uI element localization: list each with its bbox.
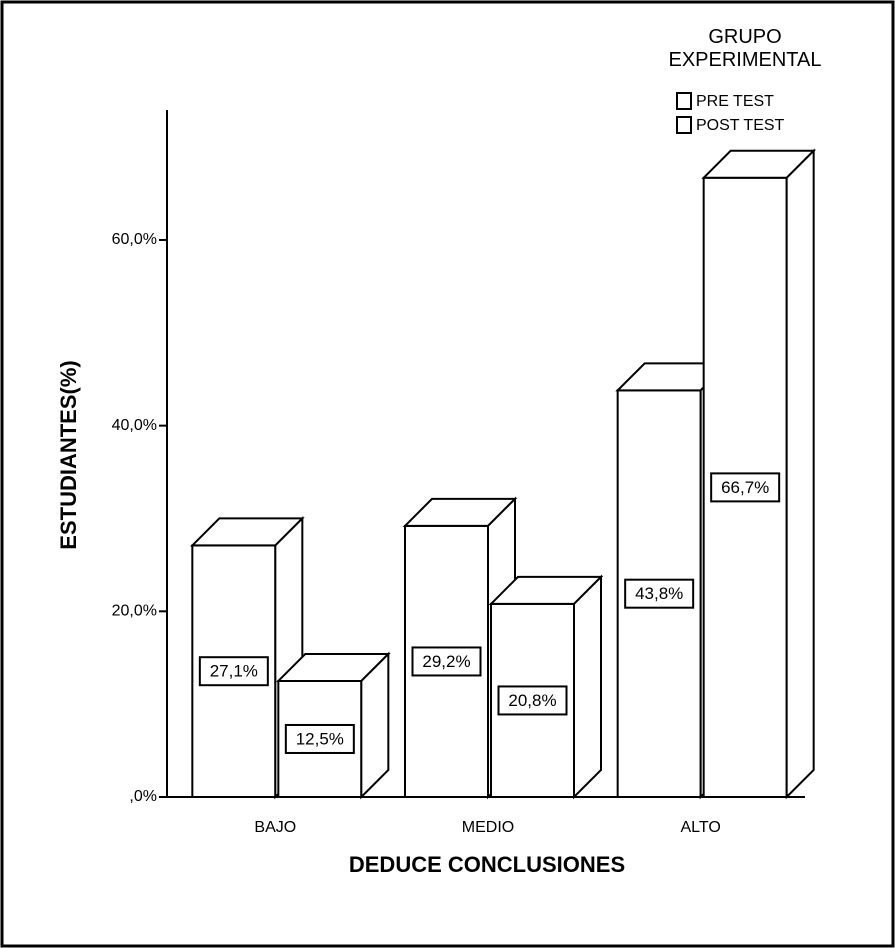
x-tick-label: ALTO: [681, 819, 721, 836]
y-tick-label: ,0%: [129, 788, 157, 805]
y-tick-label: 20,0%: [112, 603, 157, 620]
legend-label: POST TEST: [696, 117, 785, 134]
value-label: 27,1%: [210, 662, 258, 681]
value-label-box: [497, 685, 568, 716]
value-label: 20,8%: [508, 691, 556, 710]
value-label: 43,8%: [635, 584, 683, 603]
bar-side: [785, 148, 815, 800]
value-label: 29,2%: [422, 652, 470, 671]
bar-side: [573, 574, 602, 800]
value-label: 66,7%: [721, 478, 769, 497]
y-tick-label: 40,0%: [112, 417, 157, 434]
value-label: 12,5%: [296, 729, 344, 748]
x-tick-label: MEDIO: [462, 819, 514, 836]
value-label-box: [284, 723, 355, 754]
legend-swatch: [676, 116, 692, 134]
legend-swatch: [676, 92, 692, 110]
bar-side: [360, 651, 390, 800]
value-label-box: [710, 472, 781, 503]
legend-title: GRUPO EXPERIMENTAL: [668, 26, 822, 71]
value-label-box: [411, 646, 482, 677]
x-tick-label: BAJO: [254, 819, 296, 836]
legend-label: PRE TEST: [696, 93, 774, 110]
value-label-box: [198, 656, 269, 687]
y-tick-label: 60,0%: [112, 231, 157, 248]
y-axis-title: ESTUDIANTES(%): [56, 360, 81, 549]
x-axis-title: DEDUCE CONCLUSIONES: [349, 852, 625, 877]
value-label-box: [624, 578, 695, 609]
